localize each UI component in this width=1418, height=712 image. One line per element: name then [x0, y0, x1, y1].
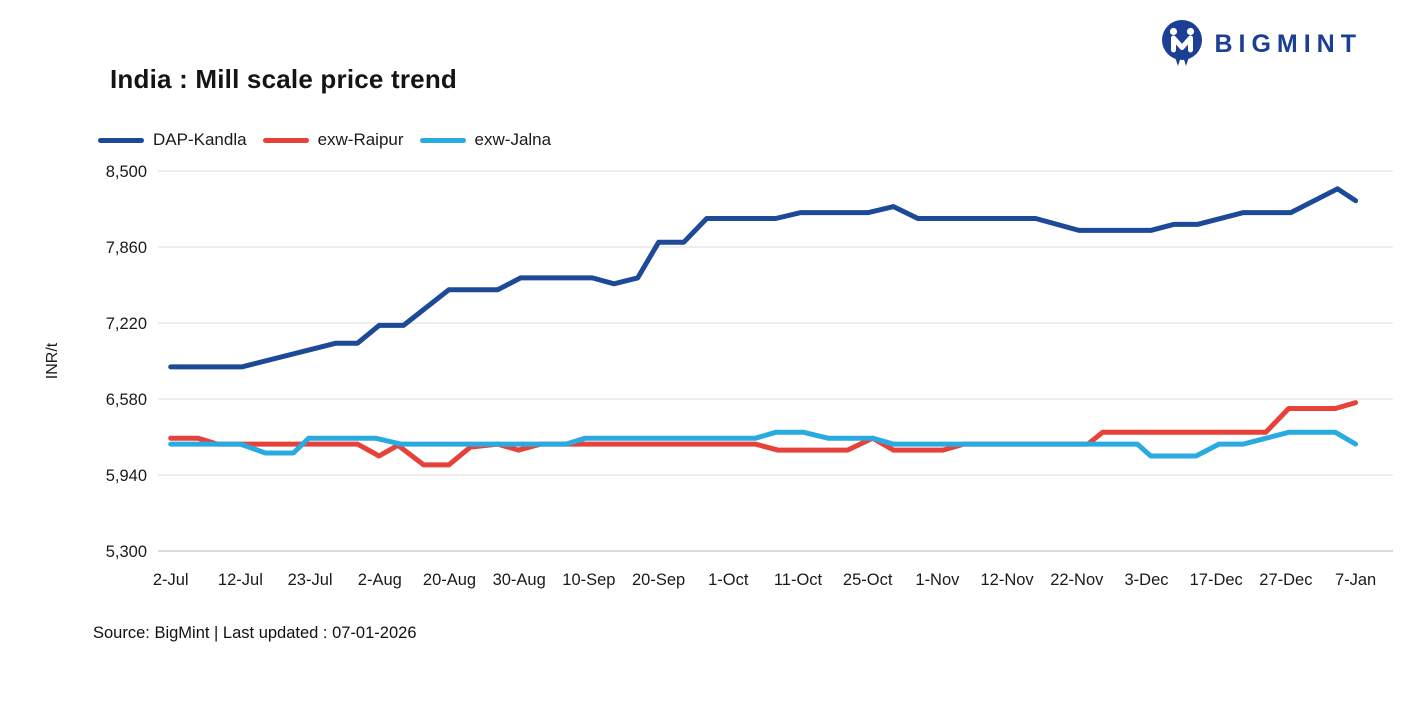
- legend-item-exw-raipur: exw-Raipur: [262, 130, 404, 150]
- x-tick-label: 11-Oct: [774, 571, 823, 589]
- x-tick-label: 12-Nov: [980, 571, 1034, 589]
- x-tick-label: 30-Aug: [493, 571, 546, 589]
- x-tick-label: 27-Dec: [1259, 571, 1312, 589]
- bigmint-logo-text: BIGMINT: [1214, 29, 1362, 58]
- x-tick-label: 3-Dec: [1124, 571, 1168, 589]
- x-tick-label: 12-Jul: [218, 571, 263, 589]
- y-tick-label: 7,860: [106, 239, 147, 257]
- series-line-dap-kandla: [168, 186, 1359, 370]
- y-tick-label: 6,580: [106, 391, 147, 409]
- source-note: Source: BigMint | Last updated : 07-01-2…: [93, 624, 417, 642]
- x-tick-label: 7-Jan: [1335, 571, 1376, 589]
- y-tick-label: 5,300: [106, 543, 147, 561]
- legend-label: DAP-Kandla: [153, 130, 247, 149]
- legend-item-dap-kandla: DAP-Kandla: [98, 130, 247, 150]
- series-line-exw-raipur: [168, 400, 1359, 468]
- legend-swatch-icon: [262, 137, 309, 143]
- y-tick-label: 5,940: [106, 467, 147, 485]
- x-tick-label: 20-Sep: [632, 571, 685, 589]
- legend-label: exw-Jalna: [474, 130, 552, 149]
- x-tick-label: 10-Sep: [562, 571, 615, 589]
- x-tick-label: 17-Dec: [1190, 571, 1243, 589]
- bigmint-logo: BIGMINT: [1160, 19, 1362, 69]
- y-tick-label: 8,500: [106, 163, 147, 181]
- legend-item-exw-jalna: exw-Jalna: [419, 130, 552, 150]
- legend-label: exw-Raipur: [317, 130, 404, 149]
- y-axis-title: INR/t: [44, 342, 61, 379]
- x-tick-label: 23-Jul: [288, 571, 333, 589]
- bigmint-logo-icon: [1162, 20, 1203, 66]
- x-tick-label: 25-Oct: [843, 571, 893, 589]
- chart-legend: DAP-Kandla exw-Raipur exw-Jalna: [98, 130, 567, 150]
- x-tick-label: 2-Jul: [153, 571, 189, 589]
- x-tick-label: 1-Nov: [915, 571, 960, 589]
- series-line-exw-jalna: [168, 429, 1359, 459]
- y-tick-label: 7,220: [106, 315, 147, 333]
- legend-swatch-icon: [419, 137, 466, 143]
- x-tick-label: 1-Oct: [708, 571, 749, 589]
- chart-title: India : Mill scale price trend: [110, 64, 457, 94]
- legend-swatch-icon: [98, 137, 144, 143]
- x-tick-label: 2-Aug: [358, 571, 402, 589]
- x-tick-label: 22-Nov: [1050, 571, 1104, 589]
- x-tick-label: 20-Aug: [423, 571, 476, 589]
